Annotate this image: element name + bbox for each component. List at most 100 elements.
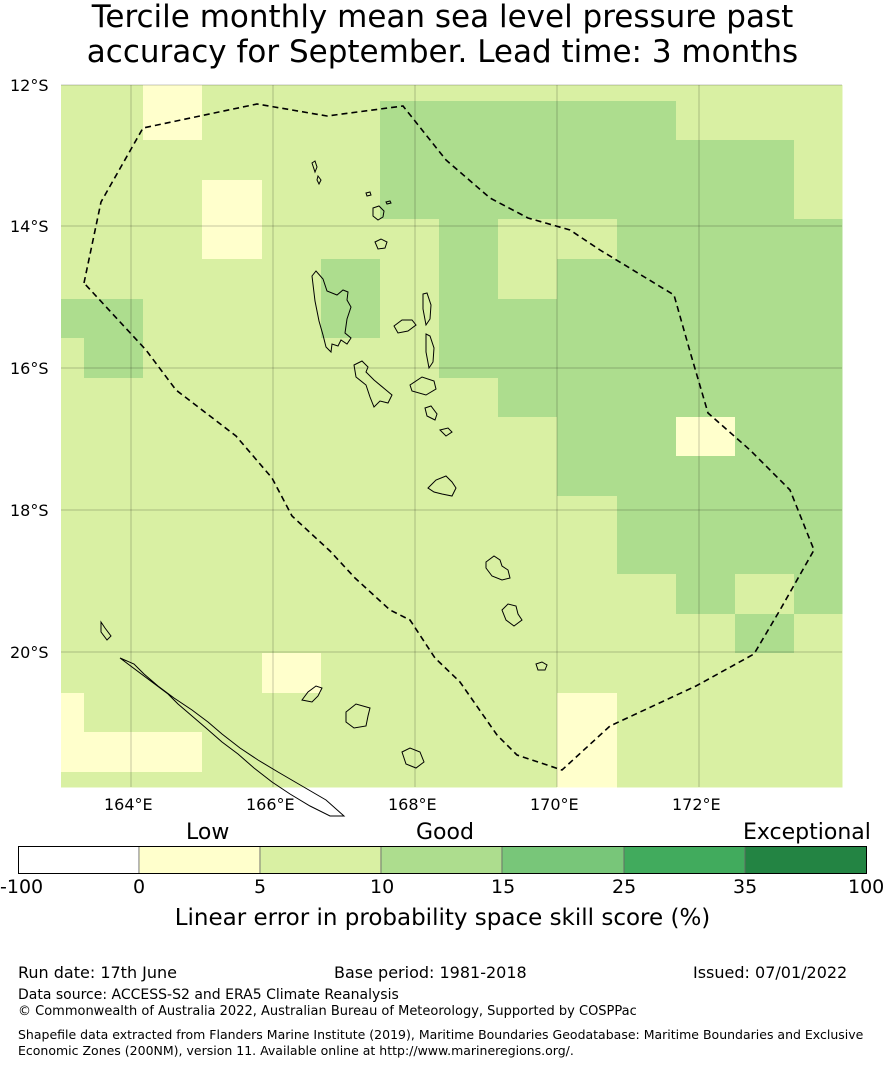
skill-cell [735,299,795,339]
skill-cell [84,180,144,220]
skill-cell [321,417,381,457]
skill-cell [380,732,440,773]
skill-cell [735,417,795,457]
issued-date: Issued: 07/01/2022 [693,963,848,982]
gridlines [61,84,842,787]
skill-cell [617,85,677,102]
skill-cell [439,85,499,102]
lon-label-164e: 164°E [104,795,153,814]
skill-cell [498,456,558,497]
skill-cell [498,614,558,654]
skill-cell [676,772,736,788]
skill-cell [735,574,795,615]
skill-cell [61,653,85,694]
category-exceptional: Exceptional [743,820,871,845]
skill-cell [439,140,499,181]
skill-cell [202,535,263,575]
skill-cell [380,574,440,615]
skill-cell [557,338,618,379]
skill-cell [794,140,843,181]
skill-cell [557,378,618,418]
skill-cell [735,496,795,536]
skill-cell [498,85,558,102]
skill-cell [498,180,558,220]
skill-cell [498,101,558,141]
skill-cell [498,417,558,457]
island-outline [427,475,457,497]
skill-cell [61,535,85,575]
skill-cell [498,140,558,181]
skill-cell [202,180,263,220]
skill-cell [380,85,440,102]
island-outline [485,555,511,581]
skill-cell [84,378,144,418]
skill-cell [557,732,618,773]
skill-cell [676,535,736,575]
skill-cell [380,378,440,418]
colorbar-tick-label: 25 [612,876,637,898]
lon-label-166e: 166°E [246,795,295,814]
skill-cell [61,772,85,788]
skill-cell [794,85,843,102]
skill-cell [676,338,736,379]
skill-cell [735,614,795,654]
coastlines [100,160,548,817]
skill-cell [321,456,381,497]
skill-cell [557,535,618,575]
skill-cell [557,653,618,694]
skill-cell [439,614,499,654]
skill-cell [557,496,618,536]
skill-cell [557,180,618,220]
skill-cell [84,614,144,654]
skill-cell [143,85,203,102]
colorbar-tick-label: 10 [370,876,395,898]
colorbar-tick-label: 0 [133,876,146,898]
island-outline [393,319,417,334]
skill-cell [557,614,618,654]
lat-label-14s: 14°S [10,217,49,236]
skill-cell [262,180,322,220]
base-period: Base period: 1981-2018 [334,963,527,982]
skill-cell [557,299,618,339]
skill-cell [202,417,263,457]
skill-cell [61,259,85,300]
skill-cell [61,219,85,260]
skill-cell [143,101,203,141]
skill-cell [735,535,795,575]
skill-cell [676,614,736,654]
skill-cell [676,140,736,181]
skill-cell [262,259,322,300]
island-outline [424,405,438,421]
island-outline [365,191,372,197]
skill-cell [557,456,618,497]
colorbar-tick-label: 15 [491,876,516,898]
island-outline [301,685,323,703]
skill-cell [439,653,499,694]
skill-cell [202,732,263,773]
island-outline [409,376,437,396]
lat-label-20s: 20°S [10,643,49,662]
island-outline [374,238,388,250]
island-outline [501,603,523,627]
skill-cell [202,259,263,300]
skill-cell [617,101,677,141]
skill-cell [676,180,736,220]
skill-cell [84,456,144,497]
skill-cell [262,653,322,694]
skill-cell [380,219,440,260]
skill-cell [143,219,203,260]
skill-cell [676,219,736,260]
skill-cell [617,378,677,418]
island-outline [353,360,393,408]
skill-cell [202,574,263,615]
skill-cell [439,535,499,575]
colorbar-tick-label: 100 [848,876,885,898]
skill-cell [380,101,440,141]
skill-cell [676,732,736,773]
skill-cell [380,259,440,300]
skill-cell [794,732,843,773]
copyright: © Commonwealth of Australia 2022, Austra… [18,1004,637,1019]
skill-cell [617,535,677,575]
skill-cell [262,378,322,418]
skill-cell [498,772,558,788]
